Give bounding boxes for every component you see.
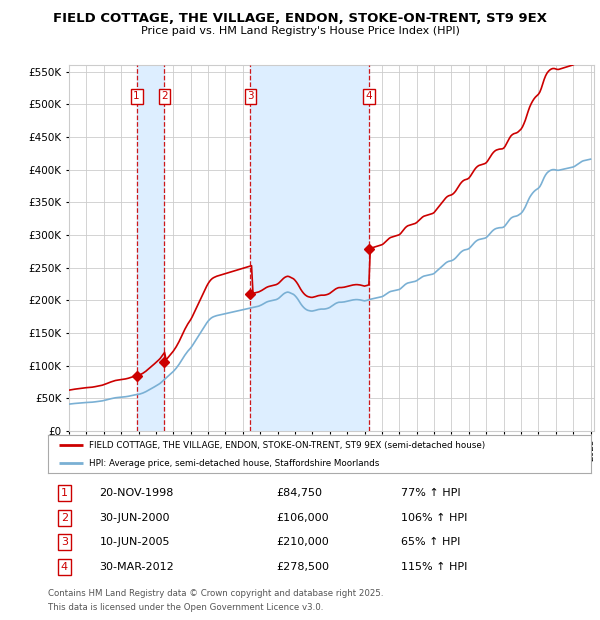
- Text: 4: 4: [61, 562, 68, 572]
- Text: This data is licensed under the Open Government Licence v3.0.: This data is licensed under the Open Gov…: [48, 603, 323, 612]
- Text: Price paid vs. HM Land Registry's House Price Index (HPI): Price paid vs. HM Land Registry's House …: [140, 26, 460, 36]
- Text: £84,750: £84,750: [276, 488, 322, 498]
- Text: 106% ↑ HPI: 106% ↑ HPI: [401, 513, 467, 523]
- Text: 2: 2: [61, 513, 68, 523]
- Text: 30-JUN-2000: 30-JUN-2000: [100, 513, 170, 523]
- Text: 10-JUN-2005: 10-JUN-2005: [100, 538, 170, 547]
- Text: 3: 3: [61, 538, 68, 547]
- Text: FIELD COTTAGE, THE VILLAGE, ENDON, STOKE-ON-TRENT, ST9 9EX (semi-detached house): FIELD COTTAGE, THE VILLAGE, ENDON, STOKE…: [89, 441, 485, 450]
- Text: 30-MAR-2012: 30-MAR-2012: [100, 562, 175, 572]
- Text: £210,000: £210,000: [276, 538, 329, 547]
- Text: 20-NOV-1998: 20-NOV-1998: [100, 488, 174, 498]
- Text: 1: 1: [133, 91, 140, 101]
- Bar: [250, 65, 369, 431]
- Bar: [137, 65, 164, 431]
- Text: 115% ↑ HPI: 115% ↑ HPI: [401, 562, 467, 572]
- Text: 2: 2: [161, 91, 168, 101]
- Text: £106,000: £106,000: [276, 513, 329, 523]
- Text: 77% ↑ HPI: 77% ↑ HPI: [401, 488, 461, 498]
- Text: Contains HM Land Registry data © Crown copyright and database right 2025.: Contains HM Land Registry data © Crown c…: [48, 589, 383, 598]
- Text: FIELD COTTAGE, THE VILLAGE, ENDON, STOKE-ON-TRENT, ST9 9EX: FIELD COTTAGE, THE VILLAGE, ENDON, STOKE…: [53, 12, 547, 25]
- Text: HPI: Average price, semi-detached house, Staffordshire Moorlands: HPI: Average price, semi-detached house,…: [89, 459, 379, 468]
- Text: 65% ↑ HPI: 65% ↑ HPI: [401, 538, 460, 547]
- Text: 3: 3: [247, 91, 254, 101]
- Text: 1: 1: [61, 488, 68, 498]
- Text: £278,500: £278,500: [276, 562, 329, 572]
- Text: 4: 4: [365, 91, 372, 101]
